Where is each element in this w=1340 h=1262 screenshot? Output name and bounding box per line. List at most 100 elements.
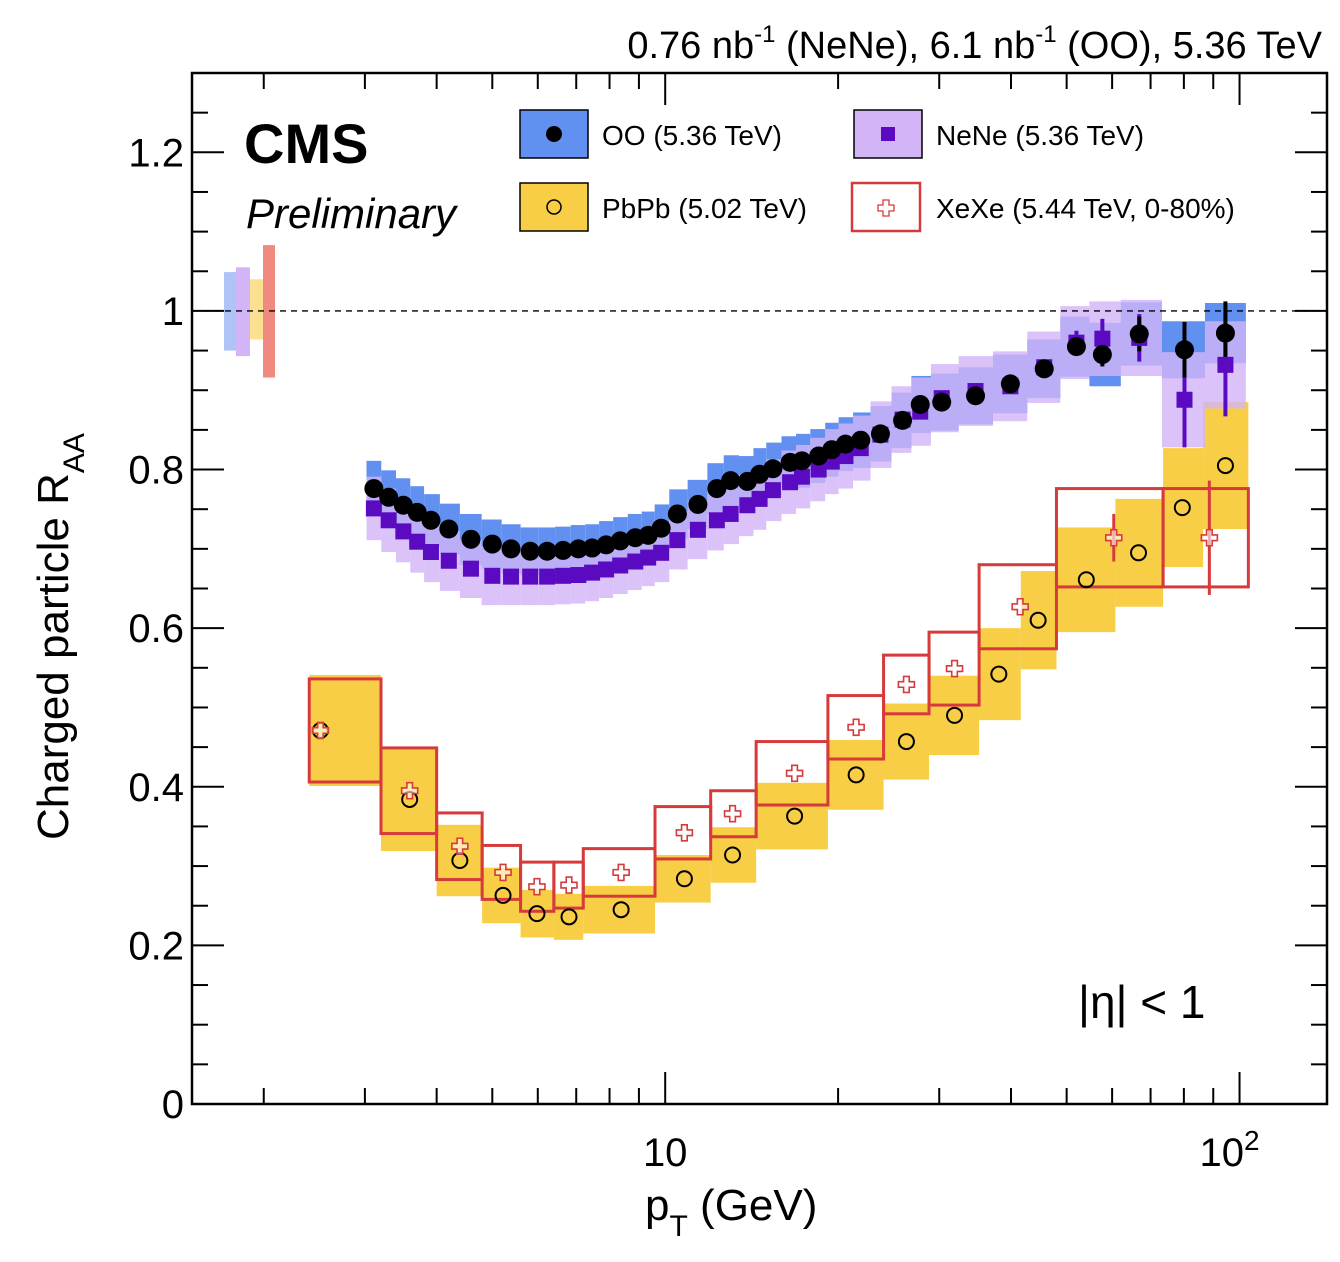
x-axis-title: pT (GeV) (645, 1181, 817, 1243)
nene-marker (689, 521, 706, 538)
x-tick-label: 10 (643, 1131, 688, 1175)
nene-marker (627, 553, 644, 570)
pbpb-sys-box (520, 889, 554, 938)
nene-marker (365, 500, 382, 517)
pbpb-sys-box (1115, 498, 1164, 607)
pbpb-marker (494, 886, 512, 904)
nene-marker (462, 560, 479, 577)
pbpb-sys-box (655, 854, 711, 903)
nene-marker (395, 523, 412, 540)
pbpb-marker (786, 807, 804, 825)
xexe-sys-box (379, 746, 439, 836)
xexe-marker (400, 781, 419, 800)
nene-marker (380, 512, 397, 529)
nene-marker (584, 564, 601, 581)
xexe-marker (945, 659, 964, 678)
oo-marker (610, 531, 630, 551)
eta-range-annotation: |η| < 1 (1078, 976, 1206, 1028)
nene-marker (555, 567, 572, 584)
oo-marker (763, 459, 783, 479)
pbpb-marker (1077, 571, 1095, 589)
systematic-uncertainty-boxes (307, 299, 1250, 940)
nene-marker (612, 557, 629, 574)
y-tick-label: 1 (162, 290, 184, 334)
legend-entry-xexe: XeXe (5.44 TeV, 0-80%) (850, 181, 1235, 233)
y-tick-label: 0.4 (128, 766, 184, 810)
y-tick-label: 0.2 (128, 924, 184, 968)
cms-label: CMS (244, 112, 368, 175)
oo-marker (1174, 340, 1194, 360)
xexe-marker (311, 721, 330, 740)
xexe-sys-box (826, 694, 886, 761)
pbpb-marker (675, 870, 693, 888)
norm-box-pbpb (250, 279, 264, 340)
nene-marker (503, 568, 520, 585)
pbpb-sys-box (583, 885, 656, 934)
nene-marker (484, 567, 501, 584)
pbpb-marker (1173, 499, 1191, 517)
xexe-sys-box (927, 630, 981, 707)
y-tick-label: 0 (162, 1083, 184, 1127)
legend-label-xexe: XeXe (5.44 TeV, 0-80%) (936, 193, 1235, 224)
nene-marker (1094, 330, 1111, 347)
legend-entry-pbpb: PbPb (5.02 TeV) (519, 182, 807, 232)
xexe-marker (1011, 597, 1029, 616)
pbpb-sys-box (1020, 571, 1057, 670)
oo-marker (1129, 324, 1149, 344)
legend: OO (5.36 TeV) NeNe (5.36 TeV) PbPb (5.02… (519, 109, 1235, 233)
pbpb-marker (560, 908, 578, 926)
legend-label-pbpb: PbPb (5.02 TeV) (602, 193, 807, 224)
x-tick-label-exponent: 2 (1244, 1125, 1260, 1156)
pbpb-marker (897, 733, 915, 751)
pbpb-marker (1029, 611, 1047, 629)
oo-marker (966, 386, 986, 406)
pbpb-sys-box (1163, 448, 1204, 568)
oo-marker (439, 519, 459, 539)
xexe-marker (1104, 528, 1123, 547)
oo-marker (870, 424, 890, 444)
pbpb-sys-box (929, 675, 980, 756)
open-circle-icon (546, 199, 562, 215)
xexe-sys-box (709, 789, 758, 839)
oo-marker (501, 539, 521, 559)
nene-marker (640, 549, 657, 566)
pbpb-sys-box (883, 703, 930, 780)
pbpb-marker (946, 706, 964, 724)
xexe-sys-box (977, 563, 1058, 651)
pbpb-marker (612, 901, 630, 919)
nene-marker (1217, 356, 1234, 373)
oo-marker (1000, 374, 1020, 394)
pbpb-sys-box (553, 893, 584, 940)
pbpb-sys-box (827, 739, 884, 810)
xexe-marker (723, 804, 742, 823)
nene-marker (739, 497, 756, 514)
oo-marker (1092, 345, 1112, 365)
pbpb-marker (1216, 457, 1234, 475)
pbpb-marker (990, 665, 1008, 683)
pbpb-marker (724, 846, 742, 864)
oo-marker (537, 541, 557, 561)
pbpb-marker (528, 905, 546, 923)
oo-marker (568, 539, 588, 559)
xexe-sys-box (754, 740, 830, 807)
nene-marker (539, 568, 556, 585)
oo-marker (910, 395, 930, 415)
nene-marker (440, 552, 457, 569)
nene-marker (793, 468, 810, 485)
pbpb-sys-box (436, 824, 483, 897)
oo-marker (421, 510, 441, 530)
pbpb-marker (1130, 544, 1148, 562)
xexe-marker (560, 876, 578, 894)
filled-circle-icon (546, 126, 562, 142)
legend-label-oo: OO (5.36 TeV) (602, 120, 782, 151)
norm-box-nene (236, 267, 250, 357)
xexe-marker (528, 877, 546, 896)
oo-marker (651, 518, 671, 538)
nene-marker (1176, 391, 1193, 408)
oo-marker (792, 451, 812, 471)
nene-marker (764, 482, 781, 499)
x-tick-label: 102 (1199, 1125, 1259, 1175)
oo-marker (379, 487, 399, 507)
legend-label-nene: NeNe (5.36 TeV) (936, 120, 1144, 151)
